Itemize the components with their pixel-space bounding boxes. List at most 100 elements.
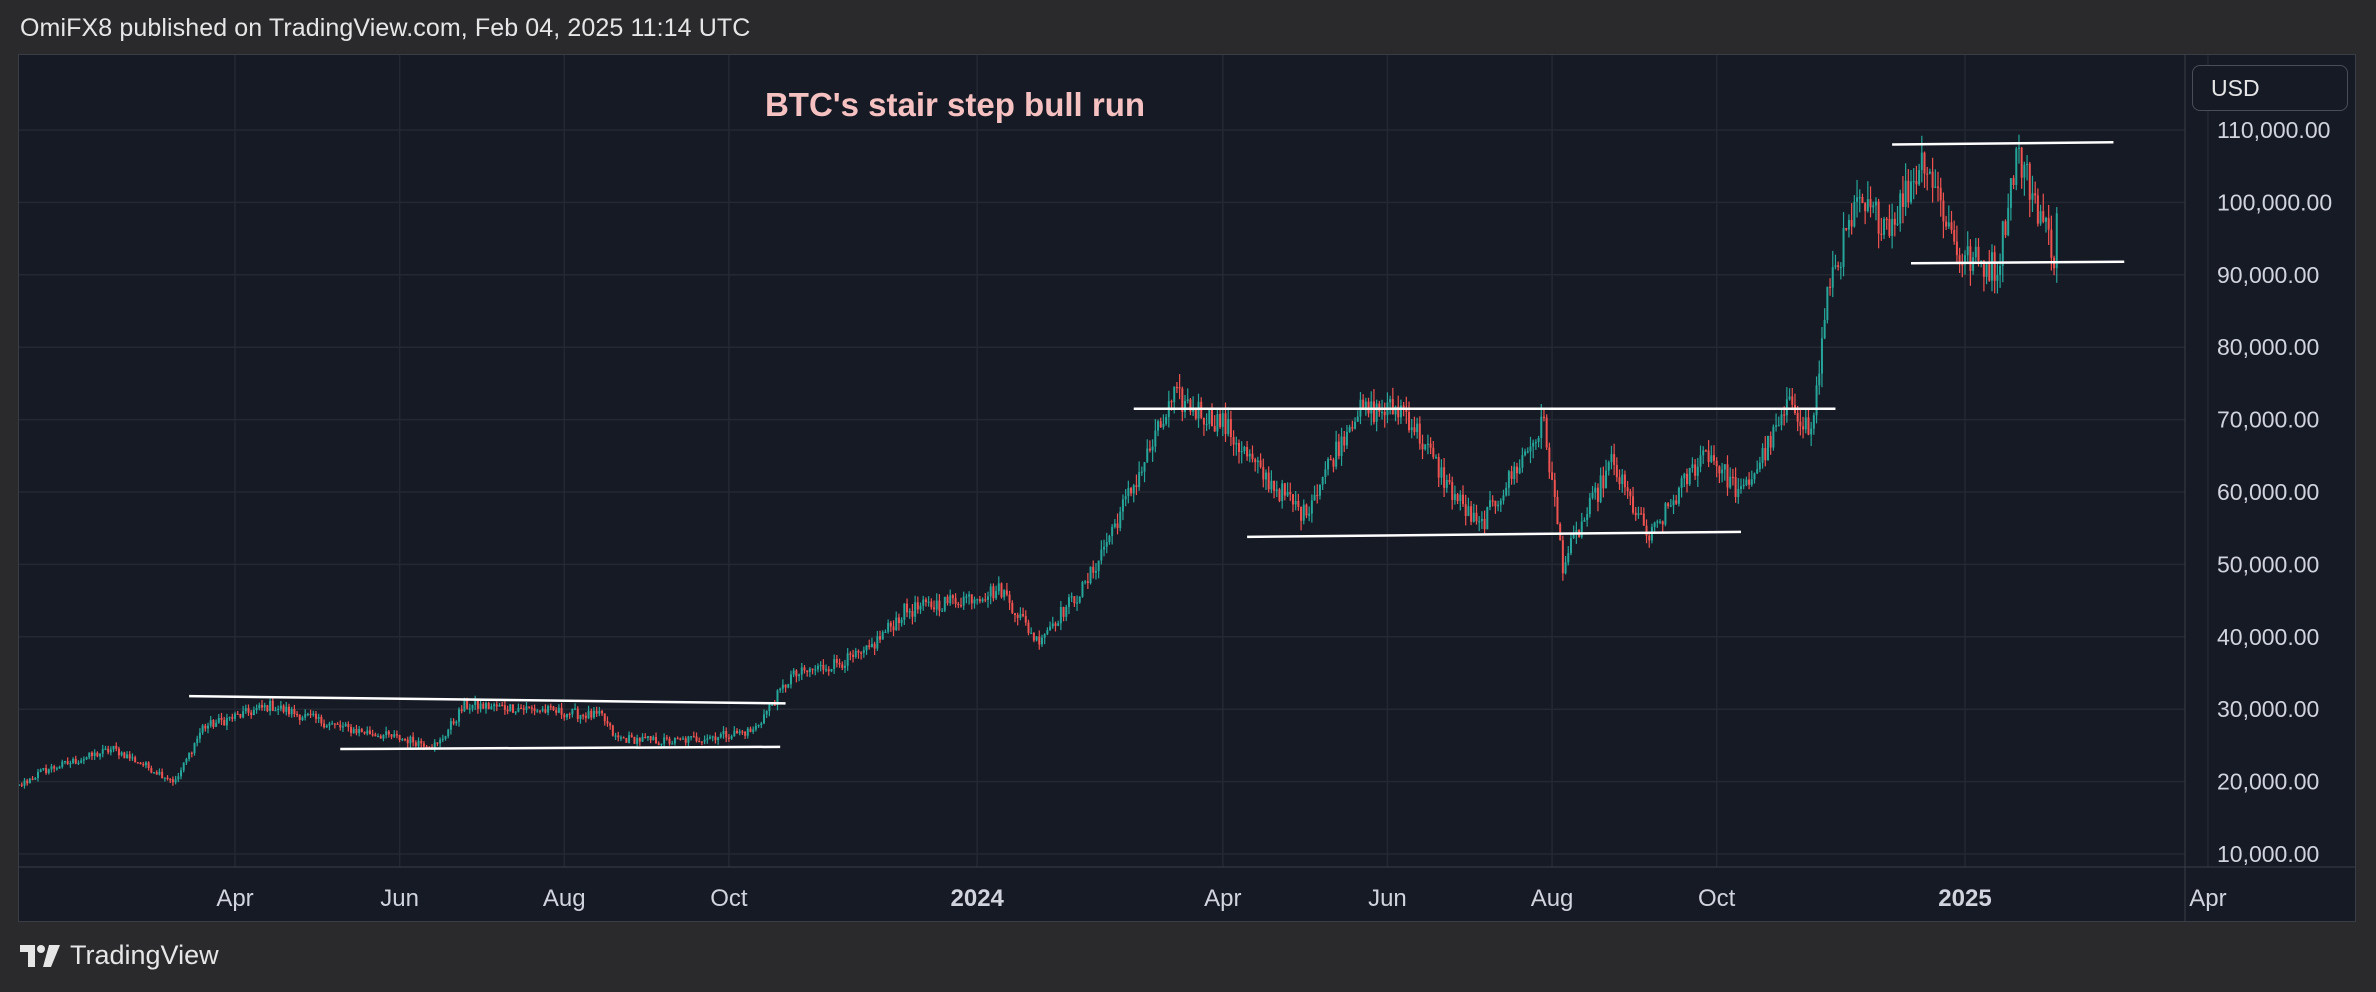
candle-down — [247, 704, 250, 716]
y-tick-label: 40,000.00 — [2217, 624, 2319, 650]
candle-down — [1316, 484, 1319, 504]
candle-up — [1103, 539, 1106, 557]
candle-up — [55, 766, 58, 771]
candle-down — [495, 701, 498, 712]
candle-up — [1240, 441, 1243, 464]
candle-up — [1227, 407, 1230, 437]
candle-up — [1243, 445, 1246, 455]
candle-down — [250, 710, 253, 719]
candle-up — [1669, 499, 1672, 508]
candle-down — [1148, 440, 1151, 453]
trendline[interactable] — [1892, 141, 2114, 146]
candle-up — [47, 768, 50, 775]
candle-up — [244, 704, 247, 714]
candle-down — [549, 703, 552, 711]
candle-down — [924, 597, 927, 607]
candle-down — [1661, 520, 1664, 534]
trendline[interactable] — [189, 694, 786, 705]
candle-up — [493, 702, 496, 712]
candle-up — [255, 704, 258, 714]
candle-up — [439, 737, 442, 748]
candle-down — [1494, 500, 1497, 514]
candles-layer — [19, 134, 2058, 789]
candle-up — [1294, 491, 1297, 511]
candle-up — [1019, 607, 1022, 621]
candle-down — [1845, 227, 1848, 232]
y-tick-label: 100,000.00 — [2217, 189, 2332, 215]
candle-down — [1062, 606, 1065, 622]
candle-up — [776, 689, 779, 711]
candle-up — [941, 608, 944, 612]
candle-down — [1923, 151, 1926, 188]
candle-up — [317, 713, 320, 723]
candle-up — [312, 710, 315, 717]
candle-down — [1807, 408, 1810, 436]
candle-down — [1937, 171, 1940, 202]
candle-up — [1567, 546, 1570, 566]
candle-down — [1259, 453, 1262, 469]
candle-up — [968, 591, 971, 605]
candle-down — [1704, 449, 1707, 452]
candle-up — [1599, 467, 1602, 504]
candle-up — [1467, 497, 1470, 517]
candle-up — [949, 589, 952, 606]
candle-down — [533, 704, 536, 716]
candle-down — [1629, 488, 1632, 506]
candle-down — [852, 649, 855, 663]
candle-up — [1610, 445, 1613, 470]
candle-down — [1283, 482, 1286, 501]
candle-down — [96, 751, 99, 758]
candle-down — [1024, 610, 1027, 626]
candle-up — [1524, 448, 1527, 457]
candle-up — [1440, 459, 1443, 485]
candle-up — [895, 611, 898, 631]
candle-down — [1551, 461, 1554, 481]
candle-up — [28, 777, 31, 784]
trendline[interactable] — [1247, 530, 1742, 539]
candle-up — [366, 726, 369, 736]
candle-up — [93, 749, 96, 760]
candle-down — [698, 737, 701, 743]
candle-up — [1621, 468, 1624, 493]
currency-label: USD — [2211, 75, 2260, 101]
candle-up — [58, 765, 61, 769]
candle-down — [169, 778, 172, 784]
candle-down — [584, 712, 587, 723]
candle-down — [889, 620, 892, 632]
candle-down — [582, 713, 585, 720]
y-tick-label: 20,000.00 — [2217, 769, 2319, 795]
currency-selector[interactable]: USD — [2192, 65, 2348, 111]
candle-up — [1737, 478, 1740, 504]
candle-down — [190, 751, 193, 758]
candle-up — [1823, 308, 1826, 340]
candle-up — [808, 667, 811, 678]
candle-up — [1928, 168, 1931, 175]
candle-down — [1618, 469, 1621, 490]
candle-down — [2020, 146, 2023, 189]
candle-up — [1040, 634, 1043, 647]
trendline[interactable] — [340, 745, 781, 751]
candle-down — [857, 649, 860, 659]
candle-down — [1907, 169, 1910, 208]
price-chart[interactable]: 10,000.00 20,000.00 30,000.00 40,000.00 50,0… — [19, 55, 2355, 921]
candle-down — [951, 594, 954, 605]
candle-down — [139, 762, 142, 765]
candle-up — [341, 722, 344, 732]
trendline[interactable] — [1911, 260, 2125, 265]
candle-up — [1534, 439, 1537, 450]
candle-up — [279, 700, 282, 712]
candle-down — [957, 601, 960, 609]
y-tick-label: 80,000.00 — [2217, 334, 2319, 360]
candle-down — [1175, 381, 1178, 394]
candle-down — [1645, 519, 1648, 544]
candle-up — [1472, 503, 1475, 523]
candle-down — [293, 704, 296, 718]
candle-up — [652, 735, 655, 741]
candle-down — [679, 737, 682, 741]
candle-up — [328, 721, 331, 731]
candle-up — [112, 745, 115, 753]
candle-up — [1065, 604, 1068, 622]
candle-up — [1264, 469, 1267, 491]
footer-brand[interactable]: TradingView — [20, 940, 219, 971]
candle-up — [730, 734, 733, 741]
